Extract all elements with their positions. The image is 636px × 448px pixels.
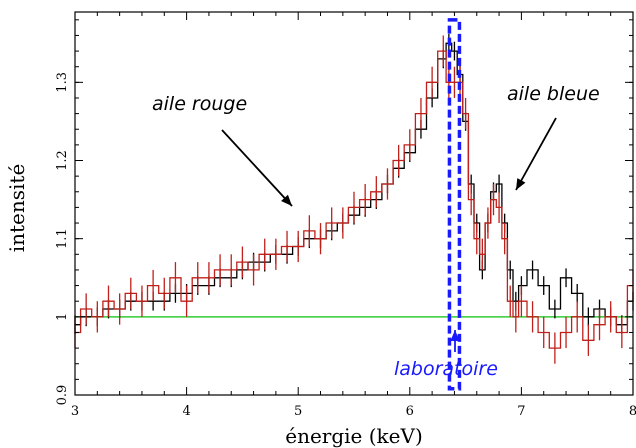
x-tick-label: 4: [182, 404, 190, 419]
series-1: [74, 35, 634, 364]
y-tick-label: 0.9: [55, 385, 70, 406]
x-tick-label: 3: [71, 404, 79, 419]
axes: 3 4 5 6 7 8 0.9 1 1.1 1.2 1.3: [55, 11, 636, 419]
x-tick-label: 8: [629, 404, 636, 419]
y-tick-label: 1.1: [55, 228, 70, 249]
y-axis-title: intensité: [5, 164, 29, 253]
y-tick-label: 1.3: [55, 72, 70, 93]
annotation-arrows: [221, 117, 557, 352]
annotation-aile-bleue: aile bleue: [507, 83, 600, 105]
x-axis-title: énergie (keV): [285, 424, 423, 448]
arrow-laboratoire: [450, 330, 460, 352]
arrow-aile-bleue: [515, 117, 557, 191]
laboratory-marker: [447, 18, 462, 391]
x-tick-label: 7: [517, 404, 525, 419]
x-tick-label: 6: [406, 404, 414, 419]
annotation-aile-rouge: aile rouge: [152, 93, 247, 115]
plot-area: [74, 18, 634, 391]
annotation-laboratoire: laboratoire: [394, 358, 498, 380]
x-tick-label: 5: [294, 404, 302, 419]
plot-frame: [74, 11, 634, 396]
y-tick-label: 1.2: [55, 150, 70, 171]
series-line: [75, 42, 633, 326]
series-line: [75, 50, 633, 349]
arrow-aile-rouge: [221, 129, 293, 207]
y-tick-label: 1: [55, 313, 70, 321]
